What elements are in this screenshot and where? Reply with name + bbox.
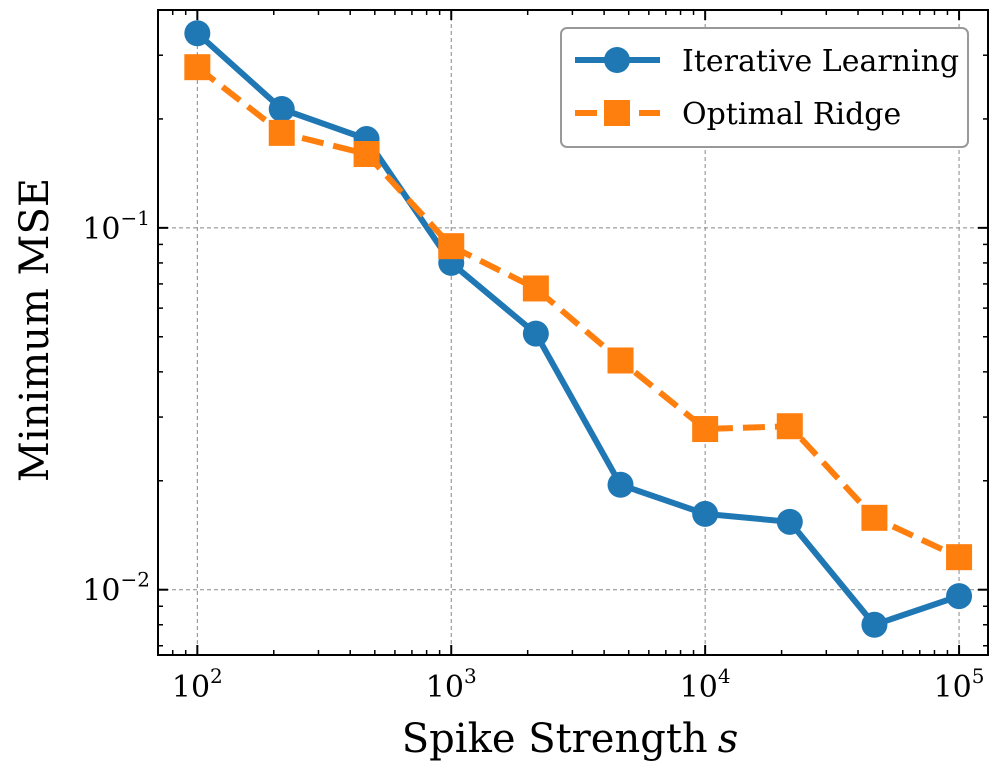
legend-label-optimal-ridge: Optimal Ridge	[682, 97, 901, 132]
y-axis-label: Minimum MSE	[12, 178, 58, 482]
data-point-iterative-learning	[776, 508, 803, 535]
y-tick-label: 10−2	[82, 568, 150, 609]
legend: Iterative Learning Optimal Ridge	[560, 27, 969, 148]
data-point-optimal-ridge	[861, 504, 888, 531]
x-tick-label: 105	[934, 664, 985, 705]
data-point-optimal-ridge	[268, 119, 295, 146]
data-point-optimal-ridge	[353, 140, 380, 167]
data-point-optimal-ridge	[946, 544, 973, 571]
y-tick-label: 10−1	[82, 206, 150, 247]
x-axis-label: Spike Strength s	[402, 716, 738, 762]
data-point-optimal-ridge	[692, 416, 719, 443]
series-line-optimal-ridge	[195, 64, 961, 560]
legend-label-iterative-learning: Iterative Learning	[682, 44, 959, 79]
data-point-iterative-learning	[607, 471, 634, 498]
ticks	[157, 9, 988, 655]
data-point-iterative-learning	[268, 96, 295, 123]
data-point-iterative-learning	[184, 20, 211, 47]
series-iterative-learning	[184, 20, 973, 638]
tick-labels: 102 103 104 105 10−1 10−2	[82, 206, 984, 705]
data-point-iterative-learning	[946, 583, 973, 610]
legend-box	[560, 27, 969, 148]
data-point-iterative-learning	[522, 320, 549, 347]
x-tick-label: 104	[680, 664, 731, 705]
series-optimal-ridge	[184, 54, 973, 571]
data-point-optimal-ridge	[184, 54, 211, 81]
data-point-iterative-learning	[692, 500, 719, 527]
data-point-optimal-ridge	[522, 275, 549, 302]
legend-marker-circle	[604, 47, 630, 73]
data-point-optimal-ridge	[607, 347, 634, 374]
series-line-iterative-learning	[195, 30, 961, 628]
x-tick-label: 103	[426, 664, 477, 705]
data-point-iterative-learning	[861, 611, 888, 638]
legend-marker-square	[604, 100, 630, 126]
legend-entry-optimal-ridge: Optimal Ridge	[575, 97, 901, 132]
data-point-optimal-ridge	[438, 233, 465, 260]
legend-entry-iterative-learning: Iterative Learning	[575, 44, 959, 79]
x-tick-label: 102	[172, 664, 223, 705]
data-point-optimal-ridge	[776, 413, 803, 440]
series-layer	[184, 20, 973, 638]
